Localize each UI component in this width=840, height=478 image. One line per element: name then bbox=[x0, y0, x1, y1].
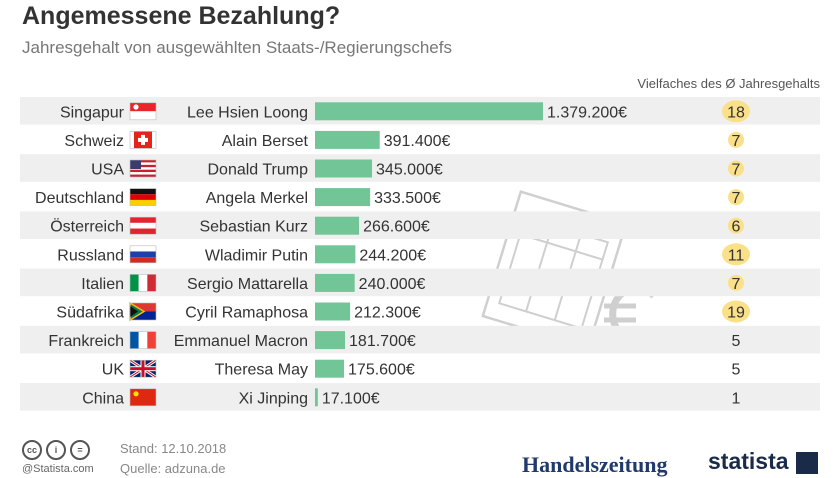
salary-bar bbox=[315, 130, 380, 149]
handelszeitung-logo: Handelszeitung bbox=[522, 452, 668, 477]
country-label: Schweiz bbox=[64, 133, 124, 150]
multiplier-bubble bbox=[728, 160, 744, 177]
country-label: Österreich bbox=[50, 218, 124, 236]
date-stand: Stand: 12.10.2018 bbox=[120, 441, 227, 456]
multiplier-label: 5 bbox=[732, 333, 741, 350]
salary-bar bbox=[315, 188, 371, 207]
salary-bar bbox=[315, 273, 355, 292]
leader-label: Xi Jinping bbox=[239, 390, 308, 407]
country-label: Russland bbox=[57, 247, 124, 264]
country-label: Deutschland bbox=[35, 190, 124, 207]
flag-italy-icon bbox=[129, 274, 157, 292]
value-label: 391.400€ bbox=[384, 133, 451, 150]
leader-label: Sebastian Kurz bbox=[199, 219, 308, 236]
leader-label: Sergio Mattarella bbox=[187, 276, 308, 293]
multiplier-label: 7 bbox=[732, 133, 741, 150]
attribution-icon: i bbox=[46, 440, 66, 460]
country-label: Frankreich bbox=[48, 333, 124, 350]
copyright-text: @Statista.com bbox=[22, 463, 94, 475]
value-label: 181.700€ bbox=[349, 333, 416, 350]
value-label: 1.379.200€ bbox=[547, 104, 627, 121]
chart-row: Singapur Lee Hsien Loong 1.379.200€ 18 bbox=[20, 97, 820, 125]
chart-subtitle: Jahresgehalt von ausgewählten Staats-/Re… bbox=[22, 38, 452, 57]
leader-label: Lee Hsien Loong bbox=[187, 104, 308, 121]
leader-label: Wladimir Putin bbox=[205, 247, 308, 264]
leader-label: Cyril Ramaphosa bbox=[185, 305, 308, 322]
value-label: 240.000€ bbox=[359, 276, 426, 293]
flag-russia-icon bbox=[129, 245, 157, 264]
flag-south-africa-icon bbox=[129, 301, 157, 322]
value-label: 345.000€ bbox=[376, 162, 443, 179]
multiplier-label: 19 bbox=[727, 305, 745, 322]
multiplier-bubble bbox=[722, 300, 750, 323]
flag-austria-icon bbox=[129, 216, 157, 235]
value-label: 17.100€ bbox=[322, 390, 380, 407]
license-icons: cc i = bbox=[22, 440, 90, 460]
cc-icon: cc bbox=[22, 440, 42, 460]
salary-bar bbox=[315, 302, 351, 321]
chart-title: Angemessene Bezahlung? bbox=[22, 2, 341, 30]
chart-row: USA Donald Trump 345.000€ 7 bbox=[20, 154, 820, 182]
chart-row: Österreich Sebastian Kurz 266.600€ 6 bbox=[20, 211, 820, 239]
source-quelle: Quelle: adzuna.de bbox=[120, 461, 226, 476]
salary-bar bbox=[315, 245, 356, 264]
multiplier-bubble bbox=[728, 274, 744, 291]
multiplier-header: Vielfaches des Ø Jahresgehalts bbox=[637, 76, 820, 91]
chart-row: Frankreich Emmanuel Macron 181.700€ 5 bbox=[20, 325, 820, 354]
flag-switzerland-icon bbox=[129, 131, 157, 149]
chart-row: Schweiz Alain Berset 391.400€ 7 bbox=[64, 130, 744, 150]
salary-bar bbox=[315, 102, 543, 121]
flag-singapore-icon bbox=[129, 102, 157, 121]
salary-bar bbox=[315, 331, 346, 350]
flag-usa-icon bbox=[129, 159, 157, 178]
leader-label: Emmanuel Macron bbox=[174, 333, 308, 350]
flag-china-icon bbox=[129, 388, 157, 407]
multiplier-bubble bbox=[722, 243, 750, 266]
multiplier-label: 5 bbox=[732, 362, 741, 379]
country-label: USA bbox=[91, 162, 124, 179]
multiplier-bubble bbox=[728, 189, 744, 206]
multiplier-bubble bbox=[722, 100, 750, 123]
statista-logo-mark bbox=[796, 452, 818, 474]
chart-row: Italien Sergio Mattarella 240.000€ 7 bbox=[20, 268, 820, 297]
multiplier-label: 6 bbox=[732, 219, 741, 236]
leader-label: Donald Trump bbox=[208, 162, 309, 179]
leader-label: Theresa May bbox=[215, 362, 308, 379]
value-label: 175.600€ bbox=[348, 362, 415, 379]
statista-logo: statista bbox=[708, 448, 789, 474]
value-label: 244.200€ bbox=[359, 247, 426, 264]
chart-row: Deutschland Angela Merkel 333.500€ 7 bbox=[35, 188, 744, 207]
value-label: 266.600€ bbox=[363, 219, 430, 236]
leader-label: Angela Merkel bbox=[206, 190, 308, 207]
multiplier-label: 18 bbox=[727, 104, 745, 121]
multiplier-label: 7 bbox=[732, 276, 741, 293]
chart-row: Russland Wladimir Putin 244.200€ 11 bbox=[57, 243, 750, 266]
salary-bar bbox=[315, 216, 360, 235]
country-label: Singapur bbox=[60, 104, 125, 121]
country-label: Südafrika bbox=[56, 305, 124, 322]
value-label: 333.500€ bbox=[374, 190, 441, 207]
multiplier-bubble bbox=[728, 131, 744, 148]
salary-bar bbox=[315, 388, 318, 407]
multiplier-label: 7 bbox=[732, 162, 741, 179]
value-label: 212.300€ bbox=[354, 305, 421, 322]
chart-row: China Xi Jinping 17.100€ 1 bbox=[20, 383, 820, 411]
salary-bar bbox=[315, 359, 345, 378]
salary-bar-chart: Singapur Lee Hsien Loong 1.379.200€ 18 Schwe… bbox=[20, 97, 820, 411]
multiplier-label: 11 bbox=[728, 247, 745, 264]
country-label: China bbox=[82, 390, 124, 407]
multiplier-label: 1 bbox=[732, 390, 741, 407]
flag-uk-icon bbox=[129, 358, 157, 379]
chart-row: Südafrika Cyril Ramaphosa 212.300€ 19 bbox=[56, 300, 750, 323]
leader-label: Alain Berset bbox=[222, 133, 309, 150]
country-label: Italien bbox=[81, 276, 124, 293]
flag-germany-icon bbox=[129, 188, 157, 206]
multiplier-bubble bbox=[728, 217, 744, 234]
country-label: UK bbox=[102, 362, 125, 379]
no-derivatives-icon: = bbox=[70, 440, 90, 460]
flag-france-icon bbox=[129, 331, 157, 349]
chart-row: UK Theresa May 175.600€ 5 bbox=[102, 358, 741, 379]
salary-bar bbox=[315, 159, 373, 178]
multiplier-label: 7 bbox=[732, 190, 741, 207]
